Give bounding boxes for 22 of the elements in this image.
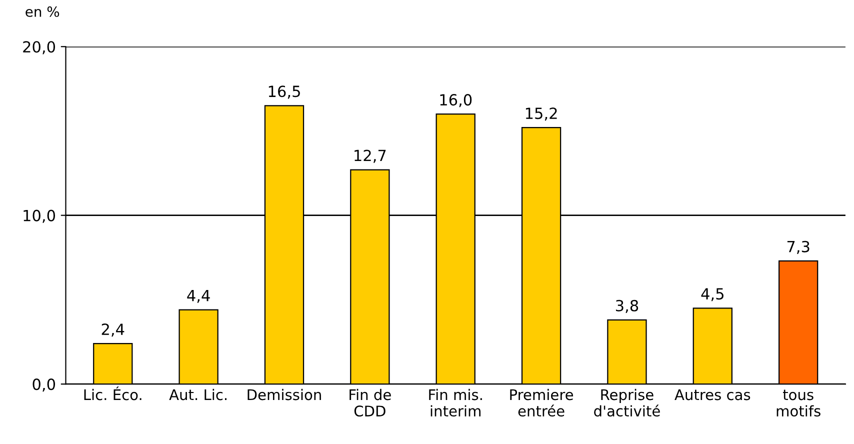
- data-label: 15,2: [526, 108, 557, 121]
- data-label: 4,5: [701, 288, 724, 302]
- x-tick-label: tous motifs: [776, 390, 820, 417]
- x-tick-label: Fin de CDD: [350, 388, 391, 417]
- x-tick-label: Premiere entrée: [510, 388, 574, 417]
- data-label: 3,8: [616, 300, 638, 313]
- data-label: 2,4: [102, 323, 124, 337]
- x-tick-label: Demission: [248, 388, 321, 400]
- x-tick-label: Reprise d'activité: [594, 388, 660, 417]
- y-tick-label: 20,0: [23, 41, 56, 54]
- x-tick-label: Fin mis. interim: [429, 388, 482, 417]
- y-tick-label: 10,0: [24, 210, 56, 223]
- x-tick-label: Autres cas: [674, 389, 750, 400]
- y-tick-label: 0,0: [32, 378, 56, 392]
- data-label: 4,4: [187, 290, 210, 303]
- data-label: 16,0: [440, 94, 472, 108]
- x-tick-label: Lic. Éco.: [84, 386, 142, 400]
- data-label: 16,5: [268, 86, 300, 99]
- data-label: 12,7: [354, 150, 386, 163]
- x-tick-label: Aut. Lic.: [169, 388, 227, 400]
- y-axis-title: en %: [26, 6, 60, 17]
- data-label: 7,3: [787, 240, 810, 254]
